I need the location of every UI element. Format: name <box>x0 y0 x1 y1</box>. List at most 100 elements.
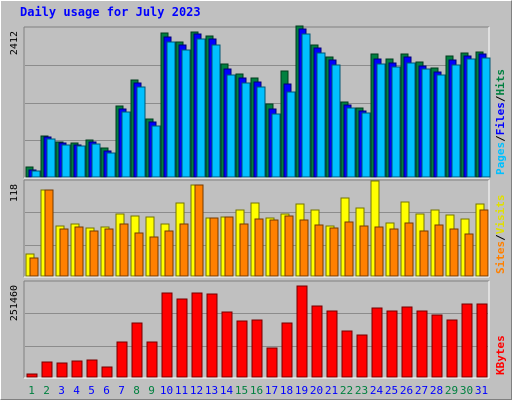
x-axis-day-label: 21 <box>325 384 338 397</box>
bar-pages <box>286 91 296 178</box>
bar-pages <box>136 86 146 178</box>
bar-sites <box>224 216 234 277</box>
x-axis-day-label: 1 <box>28 384 35 397</box>
bar-kbytes <box>56 362 68 378</box>
x-axis-day-label: 9 <box>148 384 155 397</box>
bar-sites <box>194 184 204 277</box>
bar-pages <box>301 33 311 178</box>
legend-entry: Visits <box>494 195 507 235</box>
bar-sites <box>329 227 339 277</box>
bar-sites <box>284 215 294 277</box>
bar-kbytes <box>191 292 203 378</box>
bar-kbytes <box>461 303 473 378</box>
bar-sites <box>434 224 444 277</box>
x-axis-day-label: 20 <box>310 384 323 397</box>
bar-sites <box>359 225 369 277</box>
bar-sites <box>374 226 384 277</box>
bar-pages <box>241 82 251 178</box>
bar-kbytes <box>41 361 53 378</box>
bar-pages <box>31 170 41 178</box>
bar-pages <box>421 68 431 178</box>
x-axis-day-label: 26 <box>400 384 413 397</box>
bar-kbytes <box>326 310 338 378</box>
x-axis-day-label: 24 <box>370 384 384 397</box>
x-axis-day-label: 25 <box>385 384 398 397</box>
legend-1: Pages/Files/Hits <box>494 69 507 175</box>
bar-sites <box>134 232 144 277</box>
bar-pages <box>211 44 221 178</box>
bar-pages <box>436 74 446 178</box>
legend-entry: Files <box>494 102 507 135</box>
bar-kbytes <box>206 293 218 378</box>
bar-kbytes <box>356 334 368 378</box>
x-axis-day-label: 18 <box>280 384 293 397</box>
bar-kbytes <box>236 320 248 378</box>
x-axis-day-label: 15 <box>235 384 248 397</box>
bar-pages <box>106 152 116 178</box>
bar-pages <box>181 49 191 178</box>
bar-kbytes <box>386 310 398 378</box>
bar-pages <box>256 86 266 178</box>
bar-pages <box>76 145 86 178</box>
bar-pages <box>451 64 461 178</box>
chart-title: Daily usage for July 2023 <box>20 5 201 19</box>
x-axis-day-label: 8 <box>133 384 140 397</box>
bar-pages <box>271 113 281 178</box>
x-axis-day-label: 14 <box>220 384 234 397</box>
x-axis-day-label: 13 <box>205 384 218 397</box>
bar-sites <box>209 217 219 277</box>
x-axis-day-label: 10 <box>160 384 173 397</box>
x-axis-day-label: 17 <box>265 384 278 397</box>
bar-kbytes <box>446 319 458 378</box>
x-axis-day-label: 31 <box>475 384 488 397</box>
bar-sites <box>104 228 114 277</box>
bar-kbytes <box>311 305 323 378</box>
legend-entry: Sites <box>494 241 507 274</box>
bar-pages <box>376 63 386 178</box>
x-axis-day-label: 2 <box>43 384 50 397</box>
x-axis-day-label: 3 <box>58 384 65 397</box>
bar-sites <box>314 224 324 277</box>
bar-pages <box>61 144 71 178</box>
bar-pages <box>166 41 176 178</box>
y-axis-tick-label: 251460 <box>9 285 20 321</box>
bar-pages <box>316 52 326 178</box>
bar-sites <box>179 223 189 277</box>
bar-sites <box>269 219 279 277</box>
legend-entry: Hits <box>494 69 507 96</box>
bar-kbytes <box>401 306 413 378</box>
x-axis-day-label: 30 <box>460 384 473 397</box>
bar-sites <box>149 236 159 277</box>
bar-kbytes <box>416 310 428 378</box>
bar-sites <box>389 228 399 277</box>
bar-kbytes <box>221 311 233 378</box>
x-axis-day-label: 23 <box>355 384 368 397</box>
bar-sites <box>299 219 309 277</box>
bar-kbytes <box>116 341 128 378</box>
bar-pages <box>46 138 56 178</box>
bar-kbytes <box>101 366 113 378</box>
bar-kbytes <box>251 319 263 378</box>
bar-pages <box>466 58 476 178</box>
bar-kbytes <box>131 322 143 378</box>
legend-entry: KBytes <box>494 335 507 375</box>
bar-pages <box>226 74 236 178</box>
x-axis-day-label: 7 <box>118 384 125 397</box>
y-axis-tick-label: 118 <box>9 184 20 202</box>
bar-sites <box>449 228 459 277</box>
bar-kbytes <box>281 322 293 378</box>
bar-pages <box>361 112 371 178</box>
bar-pages <box>346 107 356 178</box>
x-axis-day-label: 28 <box>430 384 443 397</box>
bar-sites <box>344 221 354 277</box>
bar-sites <box>164 230 174 277</box>
bar-pages <box>91 143 101 178</box>
bar-pages <box>391 66 401 178</box>
bar-kbytes <box>341 330 353 378</box>
legend-2: Sites/Visits <box>494 195 507 275</box>
x-axis-day-label: 4 <box>73 384 80 397</box>
bar-sites <box>419 230 429 277</box>
bar-pages <box>331 64 341 178</box>
